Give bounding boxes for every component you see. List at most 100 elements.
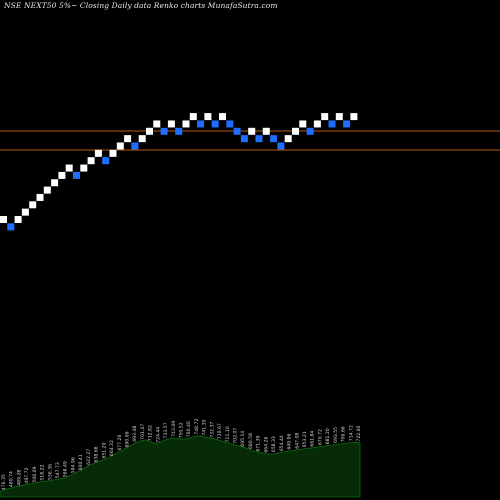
renko-brick-31 [226,120,234,128]
value-label-45: 714.72 [348,425,354,441]
renko-brick-24 [175,127,183,135]
value-label-14: 664.32 [109,440,115,456]
value-label-41: 670.72 [317,429,323,445]
renko-brick-2 [14,216,22,223]
renko-brick-22 [160,127,168,135]
renko-brick-40 [292,127,299,135]
renko-brick-1 [7,223,15,231]
renko-brick-42 [306,127,314,135]
renko-brick-39 [284,135,292,143]
renko-brick-25 [182,120,190,128]
value-label-30: 702.07 [233,428,239,444]
renko-brick-37 [270,135,278,143]
value-label-27: 732.37 [209,421,215,437]
value-label-5: 518.22 [40,464,46,480]
renko-brick-30 [219,113,226,121]
renko-brick-13 [94,149,102,157]
renko-brick-46 [335,113,343,121]
renko-brick-19 [138,135,146,143]
renko-brick-23 [167,120,175,128]
renko-brick-5 [36,193,44,201]
renko-brick-11 [80,164,88,172]
value-label-36: 654.44 [279,435,285,451]
renko-brick-43 [313,120,321,128]
renko-brick-9 [65,164,73,172]
renko-brick-3 [21,208,29,216]
value-label-21: 733.57 [163,422,169,438]
renko-brick-36 [262,127,270,135]
value-label-44: 706.66 [341,426,347,442]
value-label-24: 760.40 [186,421,192,437]
value-label-18: 701.47 [140,424,146,440]
renko-brick-32 [233,127,241,135]
value-label-7: 547.73 [55,462,61,478]
renko-brick-47 [343,120,351,128]
renko-brick-41 [299,120,307,128]
value-label-17: 693.48 [132,426,138,442]
renko-brick-16 [116,142,124,150]
value-label-37: 649.96 [287,434,293,450]
value-label-3: 497.72 [24,467,30,483]
renko-brick-21 [153,120,161,128]
value-label-1: 480.74 [9,471,15,487]
renko-brick-35 [255,135,263,143]
value-label-29: 711.10 [225,426,231,442]
price-value-labels: 476.35 480.74 489.28 497.72 506.09 518.22 536.… [1,419,362,491]
value-label-39: 653.21 [302,431,308,447]
value-label-25: 748.72 [194,419,200,435]
value-label-42: 681.20 [325,428,331,444]
value-label-16: 690.69 [124,431,130,447]
renko-brick-8 [58,171,66,179]
value-label-15: 677.26 [117,435,123,451]
price-area-chart [0,435,361,498]
value-label-20: 724.44 [155,427,161,443]
renko-brick-10 [73,171,80,179]
value-label-13: 651.20 [101,442,107,458]
renko-brick-45 [328,120,336,128]
renko-brick-20 [146,127,153,135]
value-label-23: 750.52 [179,422,185,438]
renko-brick-17 [124,135,132,143]
value-label-0: 476.35 [1,474,7,490]
value-label-38: 647.08 [294,433,300,449]
value-label-34: 664.26 [263,436,269,452]
value-label-26: 741.30 [202,420,208,436]
value-label-28: 720.67 [217,423,223,439]
renko-brick-29 [211,120,219,128]
renko-brick-26 [189,113,197,121]
value-label-32: 680.58 [248,433,254,449]
renko-brick-0 [0,216,7,223]
value-label-43: 693.55 [333,427,339,443]
renko-brick-48 [350,113,358,121]
renko-brick-38 [277,142,285,150]
value-label-22: 743.09 [171,421,177,437]
value-label-40: 661.84 [310,431,316,447]
value-label-4: 506.09 [32,466,38,482]
renko-brick-27 [197,120,205,128]
value-label-12: 638.68 [94,446,100,462]
chart-title: NSE NEXT50 5%~ Closing Daily data Renko … [4,1,278,10]
renko-brick-14 [102,157,110,165]
value-label-10: 600.41 [78,454,84,470]
renko-bricks [0,113,358,231]
value-label-35: 658.33 [271,436,277,452]
renko-brick-33 [240,135,248,143]
value-label-9: 584.96 [70,457,76,473]
value-label-31: 695.14 [240,431,246,447]
renko-brick-28 [204,113,212,121]
value-label-8: 568.49 [63,461,69,477]
value-label-19: 712.82 [148,425,154,441]
renko-brick-6 [43,186,51,194]
renko-brick-12 [87,157,95,165]
value-label-11: 622.27 [86,449,92,465]
renko-brick-34 [248,127,256,135]
value-label-46: 722.60 [356,425,362,441]
value-label-2: 489.28 [16,470,22,486]
renko-brick-7 [51,179,59,187]
renko-brick-44 [321,113,329,121]
value-label-6: 536.36 [47,464,53,480]
renko-brick-15 [109,149,117,157]
renko-brick-18 [131,142,139,150]
value-label-33: 671.39 [256,435,262,451]
